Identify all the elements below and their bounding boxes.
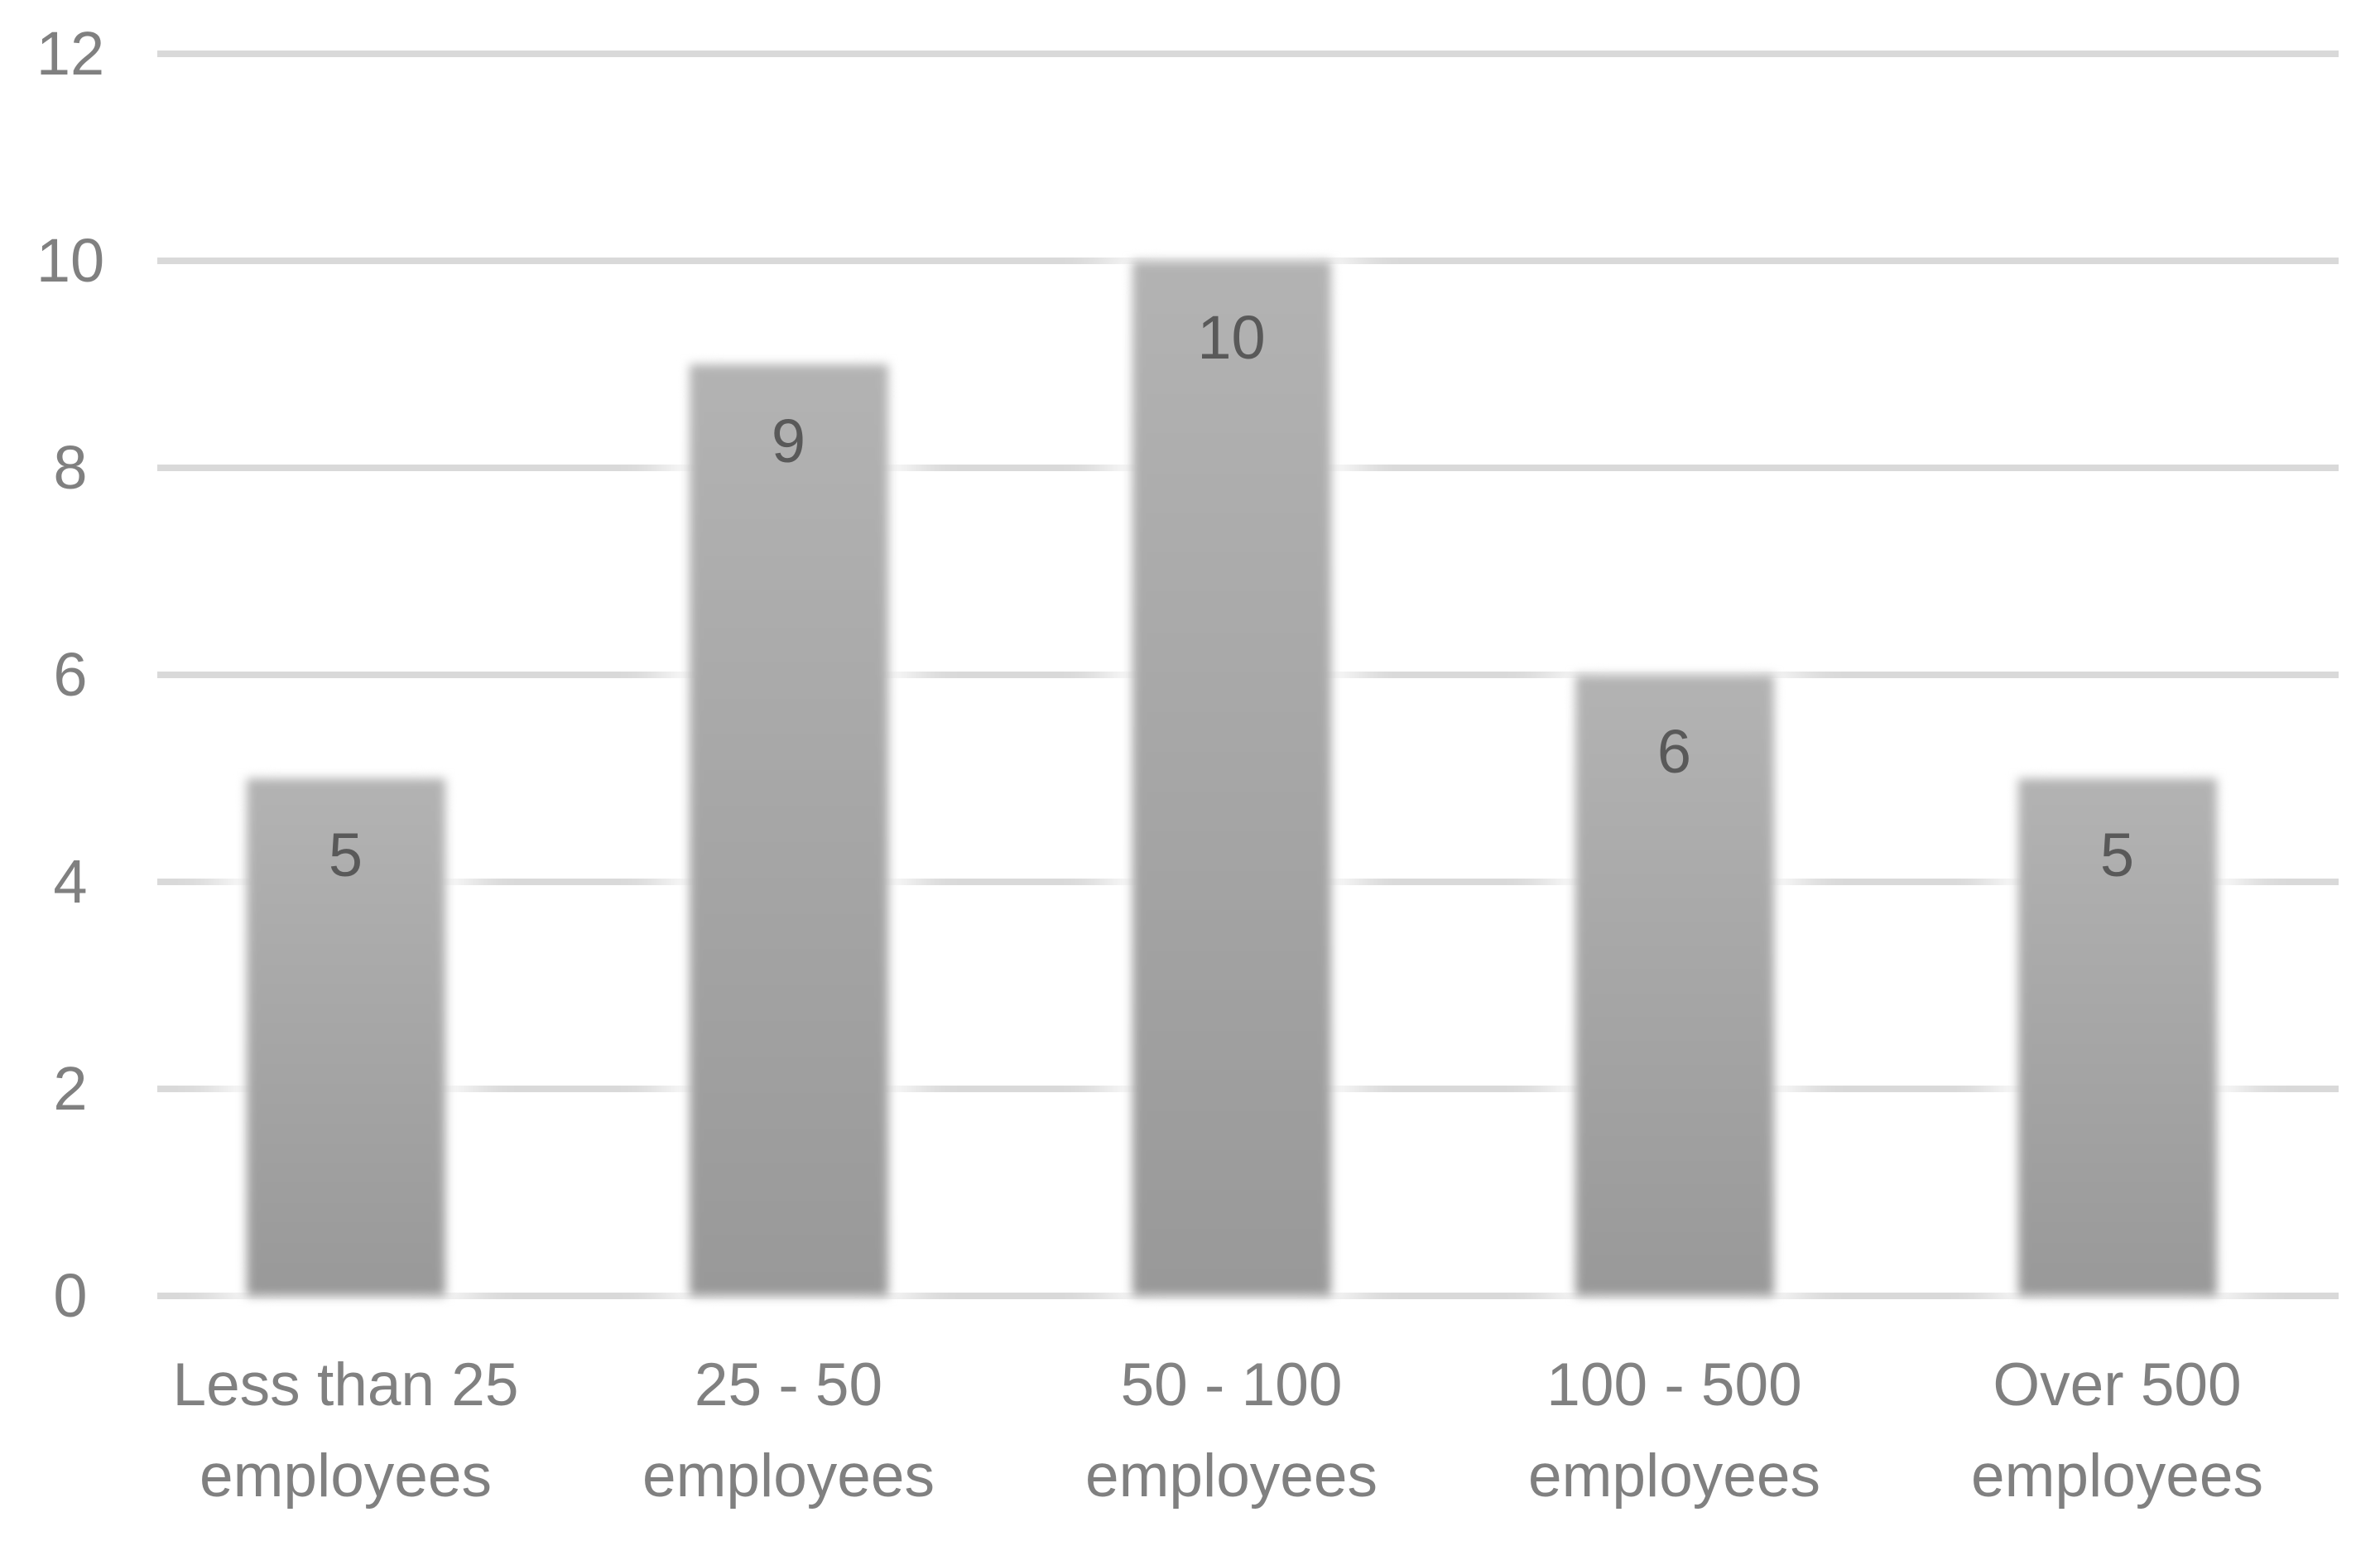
gridline-y-12 [157,51,2339,57]
bar-value-label-3: 10 [1197,303,1266,372]
y-tick-label-0: 0 [53,1261,88,1330]
x-category-label-line: 50 - 100 [1120,1351,1343,1418]
bar-value-label-5: 5 [2099,821,2135,889]
y-tick-label-8: 8 [53,433,88,502]
x-category-label-line: employees [1084,1442,1378,1510]
y-tick-label-6: 6 [53,640,88,709]
x-category-label-line: Less than 25 [172,1351,519,1418]
bar-value-label-2: 9 [771,407,806,475]
x-category-label-line: employees [199,1442,493,1510]
bar-2 [689,364,888,1296]
x-category-label-line: employees [1970,1442,2264,1510]
x-category-label-4: 100 - 500 employees [1443,1340,1906,1522]
x-category-label-line: 100 - 500 [1546,1351,1802,1418]
y-tick-label-4: 4 [53,847,88,916]
x-category-label-2: 25 - 50 employees [557,1340,1021,1522]
y-tick-label-10: 10 [36,226,105,295]
y-tick-label-12: 12 [36,19,105,88]
bar-value-label-4: 6 [1656,717,1692,786]
bar-5 [2017,778,2217,1296]
gridline-y-0 [157,1293,2339,1299]
x-category-label-3: 50 - 100 employees [1000,1340,1464,1522]
x-category-label-line: Over 500 [1993,1351,2242,1418]
bar-value-label-1: 5 [328,821,363,889]
x-category-label-5: Over 500 employees [1886,1340,2349,1522]
x-category-label-line: employees [642,1442,935,1510]
bar-3 [1132,261,1331,1296]
x-category-label-line: 25 - 50 [694,1351,883,1418]
y-tick-label-2: 2 [53,1054,88,1123]
x-category-label-line: employees [1527,1442,1821,1510]
bar-1 [246,778,445,1296]
bar-4 [1575,675,1774,1296]
x-category-label-1: Less than 25 employees [114,1340,578,1522]
